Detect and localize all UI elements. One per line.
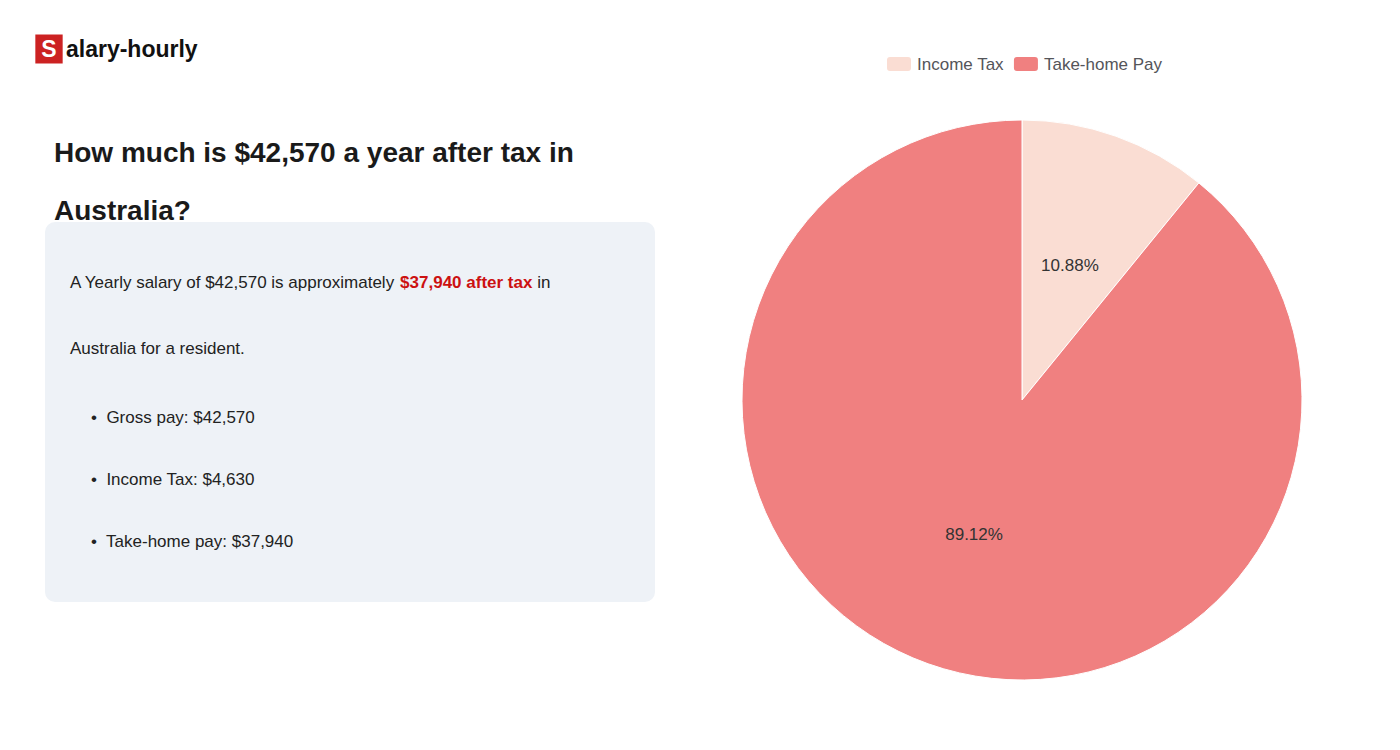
svg-text:• Income Tax: $4,630: • Income Tax: $4,630 [91, 470, 254, 489]
svg-text:S: S [41, 36, 56, 62]
svg-text:How much is $42,570 a year aft: How much is $42,570 a year after tax in [54, 137, 574, 168]
svg-text:10.88%: 10.88% [1041, 256, 1099, 275]
svg-text:89.12%: 89.12% [945, 525, 1003, 544]
svg-text:• Take-home pay: $37,940: • Take-home pay: $37,940 [91, 532, 293, 551]
svg-text:Take-home Pay: Take-home Pay [1044, 55, 1163, 74]
svg-text:Australia?: Australia? [54, 195, 191, 226]
svg-text:alary-hourly: alary-hourly [66, 36, 198, 62]
svg-text:A Yearly salary of $42,570 is: A Yearly salary of $42,570 is approximat… [70, 273, 399, 292]
svg-text:$37,940 after tax: $37,940 after tax [400, 273, 533, 292]
svg-text:Australia for a resident.: Australia for a resident. [70, 339, 245, 358]
svg-text:• Gross pay: $42,570: • Gross pay: $42,570 [91, 408, 255, 427]
svg-text:Income Tax: Income Tax [917, 55, 1004, 74]
svg-text:in: in [532, 273, 550, 292]
